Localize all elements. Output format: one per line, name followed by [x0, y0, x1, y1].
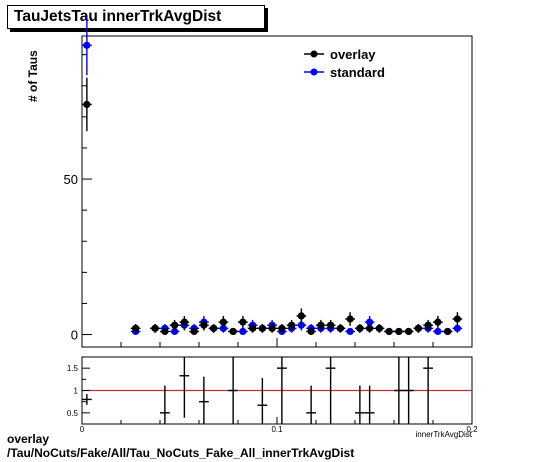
data-point-overlay	[297, 312, 305, 320]
data-point-overlay	[278, 324, 286, 332]
data-point-overlay	[375, 324, 383, 332]
x-axis-label: innerTrkAvgDist	[416, 430, 473, 439]
data-point-standard	[366, 318, 374, 326]
data-point-overlay	[317, 321, 325, 329]
data-point-overlay	[307, 327, 315, 336]
data-point-overlay	[219, 318, 227, 326]
ratio-x-tick-label: 0	[80, 425, 85, 434]
data-point-standard	[171, 327, 179, 336]
y-tick-label: 50	[64, 172, 78, 187]
data-point-overlay	[268, 324, 276, 332]
data-point-overlay	[249, 324, 257, 332]
data-point-overlay	[346, 315, 354, 323]
series-overlay	[82, 77, 463, 336]
data-point-standard	[346, 327, 354, 336]
ratio-series-layer	[82, 357, 433, 424]
main-series-layer	[82, 15, 463, 336]
data-point-standard	[453, 324, 461, 332]
legend-overlay-label: overlay	[330, 47, 376, 62]
data-point-overlay	[434, 318, 442, 326]
data-point-overlay	[229, 327, 237, 336]
main-axis-ticks: 0 50	[64, 54, 473, 347]
data-point-overlay	[83, 100, 91, 109]
chart-title: TauJetsTau innerTrkAvgDist	[14, 8, 222, 25]
y-tick-label: 0	[71, 328, 78, 343]
data-point-overlay	[327, 321, 335, 329]
data-point-overlay	[151, 324, 159, 332]
data-point-overlay	[356, 324, 364, 332]
data-point-overlay	[444, 327, 452, 336]
data-point-overlay	[405, 327, 413, 336]
data-point-overlay	[424, 321, 432, 329]
footer-dataset-label: overlay	[7, 432, 50, 446]
ratio-axis-ticks: 0.5 1 1.5 0 0.1 0.2	[67, 364, 478, 434]
data-point-overlay	[200, 321, 208, 329]
data-point-overlay	[132, 324, 140, 332]
ratio-y-tick-label: 1.5	[67, 364, 79, 373]
data-point-overlay	[180, 318, 188, 326]
data-point-standard	[239, 327, 247, 336]
series-standard	[82, 15, 463, 336]
data-point-overlay	[239, 318, 247, 326]
data-point-overlay	[288, 321, 296, 329]
data-point-overlay	[453, 315, 461, 323]
data-point-overlay	[336, 324, 344, 332]
data-point-overlay	[210, 324, 218, 332]
main-plot-frame	[81, 35, 473, 348]
main-plot-border	[81, 35, 473, 348]
ratio-x-tick-label: 0.2	[466, 425, 478, 434]
legend-overlay-marker	[310, 50, 318, 58]
data-point-overlay	[414, 324, 422, 332]
data-point-standard	[297, 321, 305, 329]
ratio-y-tick-label: 0.5	[67, 409, 79, 418]
data-point-overlay	[366, 324, 374, 332]
title-box: TauJetsTau innerTrkAvgDist	[7, 5, 265, 29]
ratio-x-tick-label: 0.1	[271, 425, 283, 434]
data-point-overlay	[385, 327, 393, 336]
legend: overlay standard	[304, 47, 385, 80]
data-point-overlay	[258, 324, 266, 332]
data-point-standard	[434, 327, 442, 336]
data-point-overlay	[190, 327, 198, 336]
legend-standard-label: standard	[330, 65, 385, 80]
data-point-standard	[83, 41, 91, 49]
data-point-overlay	[395, 327, 403, 336]
data-point-overlay	[171, 321, 179, 329]
ratio-y-tick-label: 1	[74, 387, 79, 396]
footer-path: /Tau/NoCuts/Fake/All/Tau_NoCuts_Fake_All…	[7, 446, 355, 460]
data-point-overlay	[161, 327, 169, 336]
legend-standard-marker	[310, 68, 318, 76]
